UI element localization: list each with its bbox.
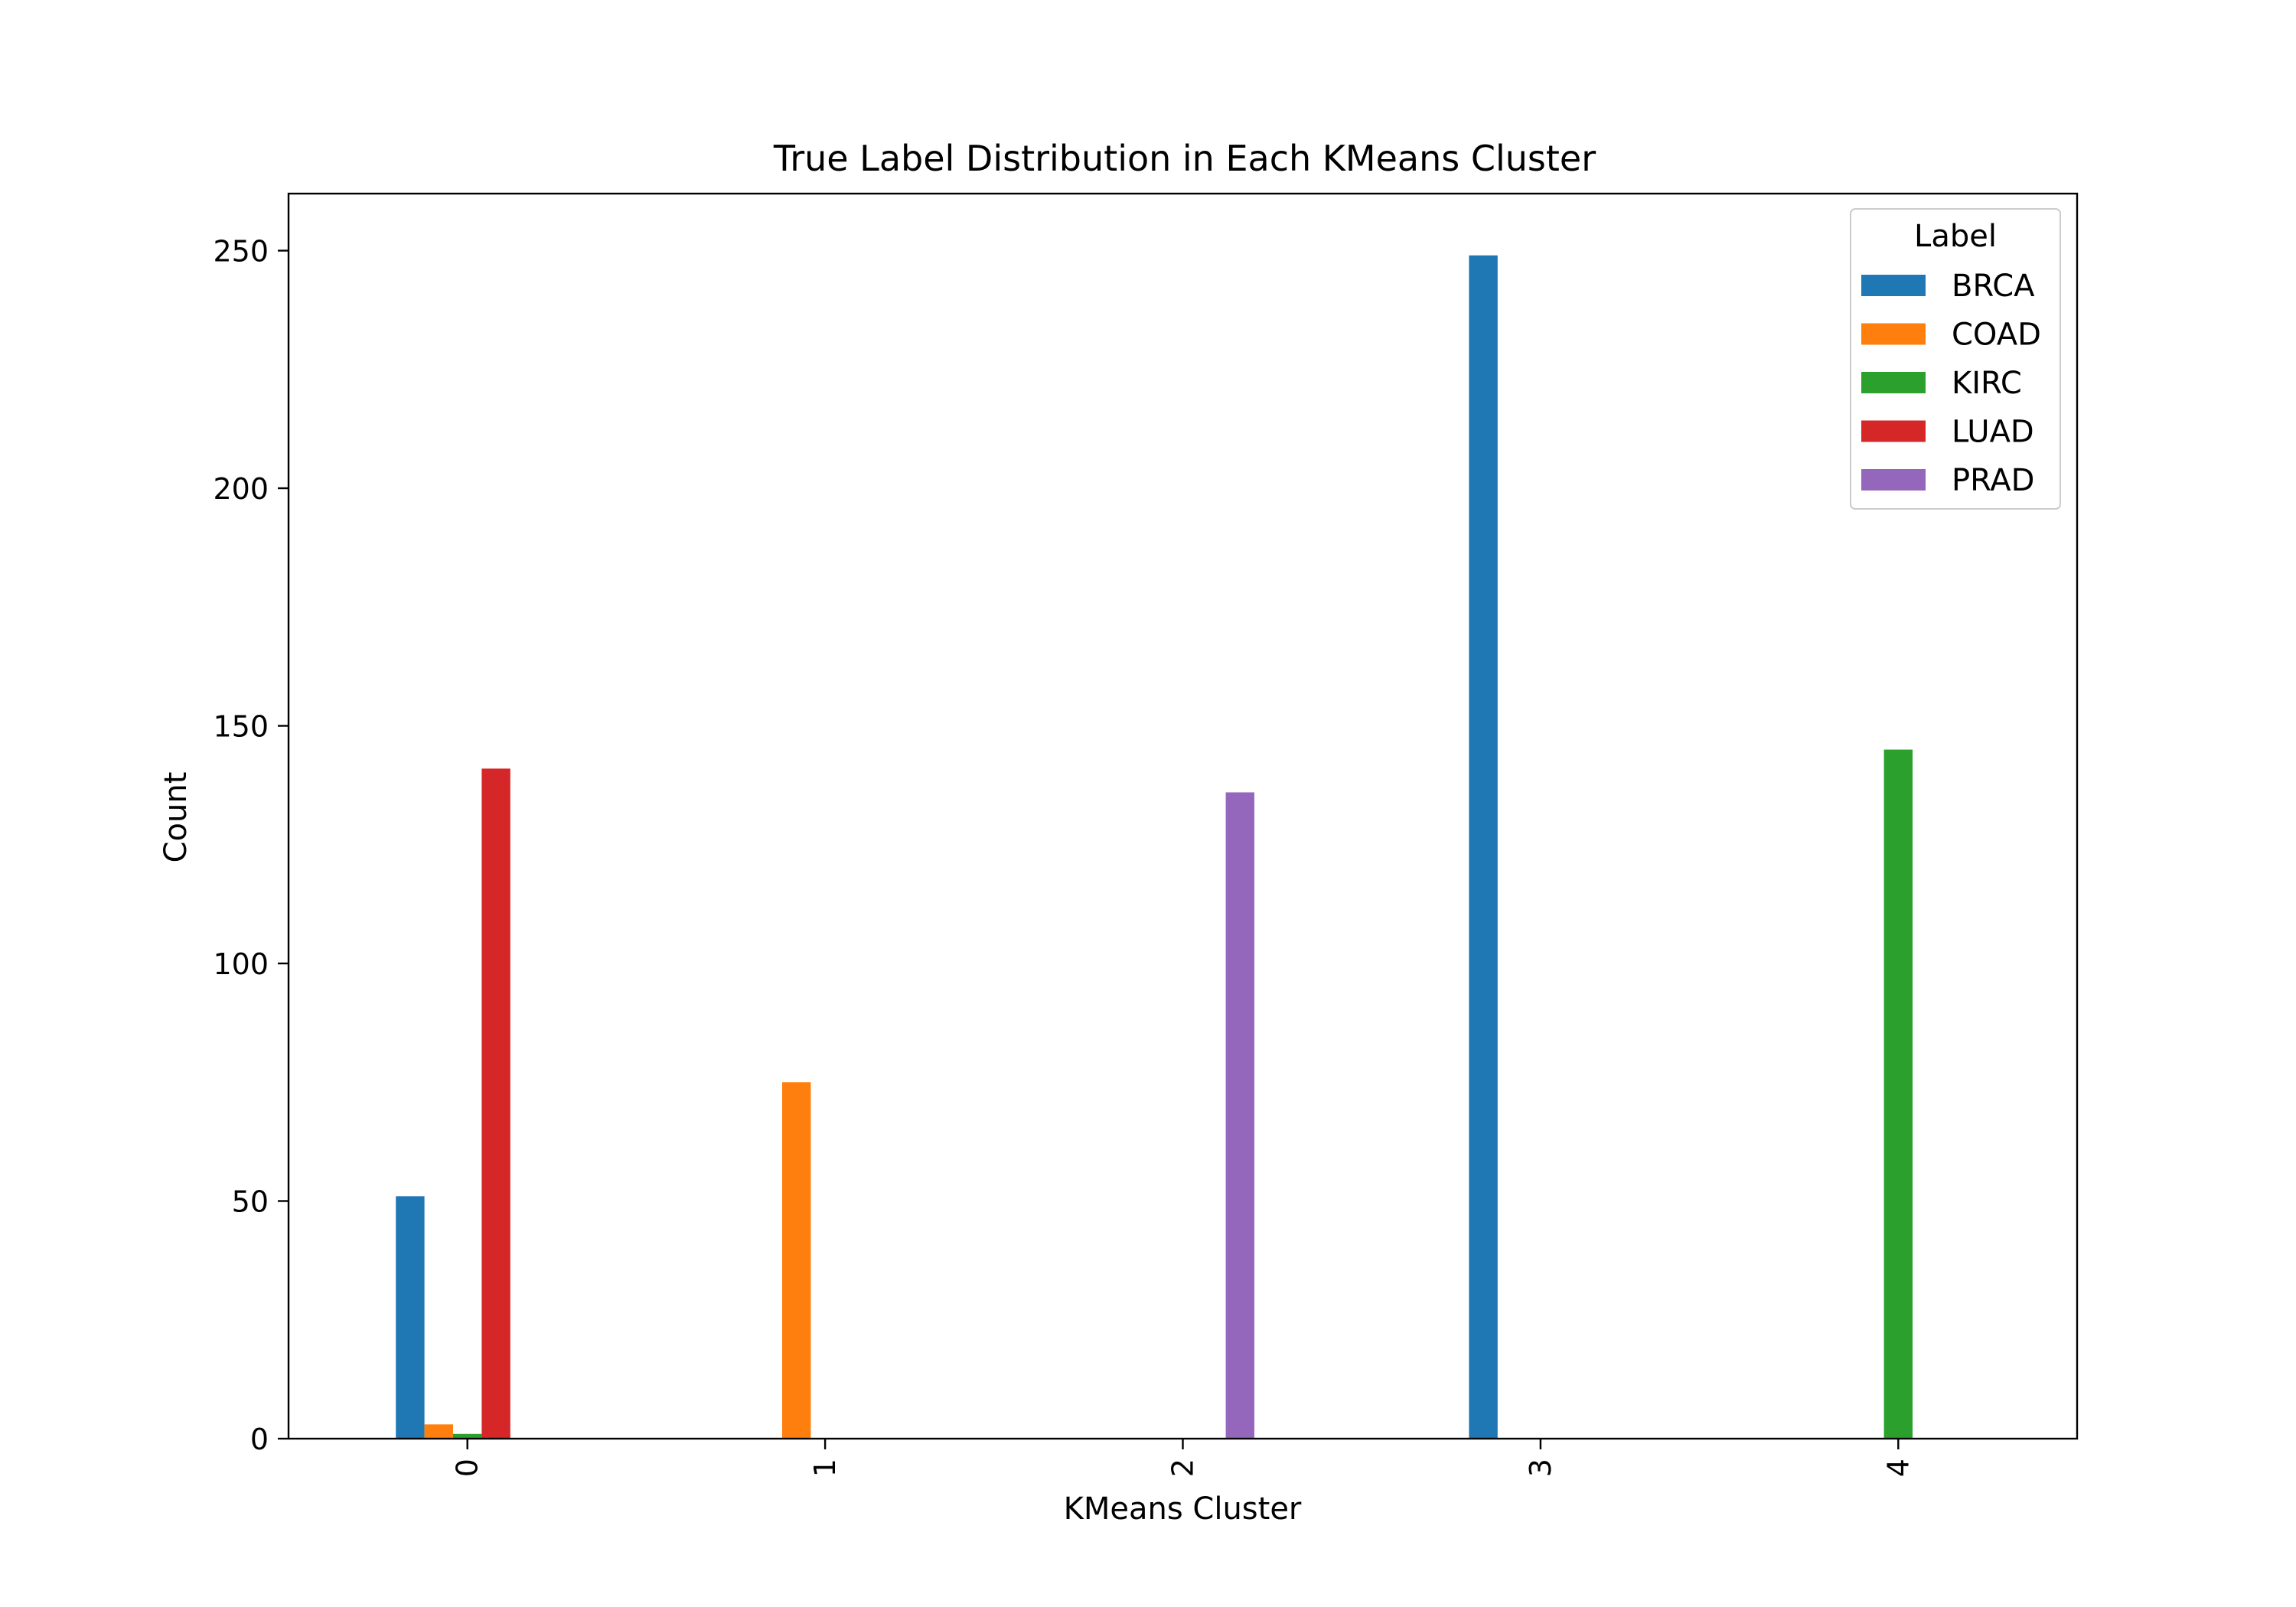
x-tick-label: 1 (808, 1459, 842, 1477)
bar-kirc-cluster-0 (453, 1433, 482, 1439)
bar-luad-cluster-0 (481, 768, 510, 1439)
legend-label-brca: BRCA (1952, 269, 2035, 304)
x-tick-label: 4 (1881, 1459, 1915, 1477)
y-axis-ticks: 0 50 100 150 200 250 (213, 235, 289, 1456)
legend-items: BRCA COAD KIRC LUAD PRAD (1861, 269, 2041, 498)
bars (396, 255, 1913, 1439)
x-tick-label: 3 (1524, 1459, 1557, 1477)
legend-title: Label (1914, 219, 1997, 254)
bar-coad-cluster-1 (782, 1082, 811, 1439)
y-axis-label: Count (158, 772, 194, 863)
bar-prad-cluster-2 (1225, 792, 1254, 1439)
bar-coad-cluster-0 (424, 1424, 453, 1439)
legend-swatch-kirc (1861, 372, 1926, 393)
x-tick-label: 2 (1166, 1459, 1200, 1477)
legend-swatch-prad (1861, 469, 1926, 491)
bar-brca-cluster-0 (396, 1196, 425, 1439)
legend-label-coad: COAD (1952, 318, 2041, 353)
y-tick-label: 0 (250, 1423, 269, 1456)
legend-label-kirc: KIRC (1952, 366, 2022, 401)
legend-swatch-luad (1861, 420, 1926, 442)
x-axis-label: KMeans Cluster (1064, 1491, 1302, 1527)
legend-label-luad: LUAD (1952, 415, 2034, 450)
y-tick-label: 150 (213, 710, 269, 744)
legend-label-prad: PRAD (1952, 463, 2034, 498)
bar-brca-cluster-3 (1469, 255, 1498, 1439)
y-tick-label: 250 (213, 235, 269, 269)
plot-area: 0 50 100 150 200 250 0 1 2 3 4 (213, 192, 2079, 1477)
x-tick-label: 0 (451, 1459, 484, 1477)
y-tick-label: 50 (232, 1185, 269, 1219)
legend-swatch-coad (1861, 323, 1926, 345)
legend-swatch-brca (1861, 275, 1926, 296)
chart-title: True Label Distribution in Each KMeans C… (773, 138, 1596, 179)
y-tick-label: 100 (213, 947, 269, 981)
legend: Label BRCA COAD KIRC LUAD PRAD (1850, 208, 2061, 510)
x-axis-ticks: 0 1 2 3 4 (451, 1439, 1915, 1477)
y-tick-label: 200 (213, 472, 269, 506)
bar-kirc-cluster-4 (1883, 749, 1913, 1439)
